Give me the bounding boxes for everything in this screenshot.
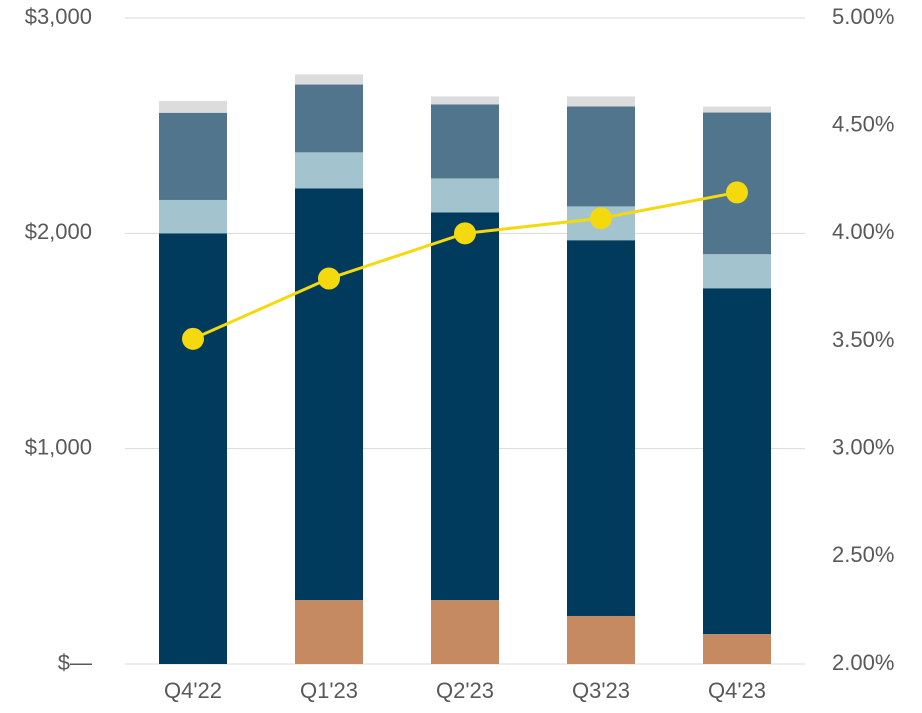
bar-segment: [431, 96, 499, 105]
bar-segment: [295, 152, 363, 189]
bar-segment: [431, 600, 499, 664]
line-marker: [182, 327, 204, 350]
bar-segment: [703, 254, 771, 289]
line-marker: [454, 222, 476, 245]
y2-tick-label: 3.00%: [832, 434, 894, 459]
y2-tick-label: 4.50%: [832, 111, 894, 136]
bar-segment: [159, 112, 227, 200]
bar-segment: [703, 634, 771, 664]
bar-segment: [159, 233, 227, 665]
line-marker: [318, 267, 340, 290]
bar-segment: [295, 74, 363, 85]
bar-segment: [159, 100, 227, 113]
x-tick-label: Q4'22: [164, 678, 222, 703]
y-tick-label: $1,000: [25, 434, 92, 459]
y2-tick-label: 2.50%: [832, 542, 894, 567]
bar-segment: [703, 106, 771, 113]
line-marker: [726, 181, 748, 204]
line-marker: [590, 207, 612, 230]
bar-segment: [567, 615, 635, 664]
y-tick-label: $—: [58, 650, 92, 675]
x-tick-label: Q2'23: [436, 678, 494, 703]
bar-segment: [295, 84, 363, 153]
y2-tick-label: 5.00%: [832, 4, 894, 29]
y-tick-label: $2,000: [25, 219, 92, 244]
x-tick-label: Q4'23: [708, 678, 766, 703]
bar-segment: [295, 188, 363, 601]
y-tick-label: $3,000: [25, 4, 92, 29]
x-tick-label: Q1'23: [300, 678, 358, 703]
bar-segment: [431, 178, 499, 213]
bar-segment: [567, 106, 635, 207]
bar-segment: [431, 104, 499, 179]
bar-segment: [703, 288, 771, 635]
y2-tick-label: 2.00%: [832, 650, 894, 675]
bar-segment: [431, 212, 499, 601]
bar-segment: [159, 199, 227, 234]
x-tick-label: Q3'23: [572, 678, 630, 703]
y2-tick-label: 3.50%: [832, 327, 894, 352]
y2-tick-label: 4.00%: [832, 219, 894, 244]
bar-segment: [567, 240, 635, 616]
bar-segment: [567, 96, 635, 107]
bar-segment: [295, 600, 363, 664]
